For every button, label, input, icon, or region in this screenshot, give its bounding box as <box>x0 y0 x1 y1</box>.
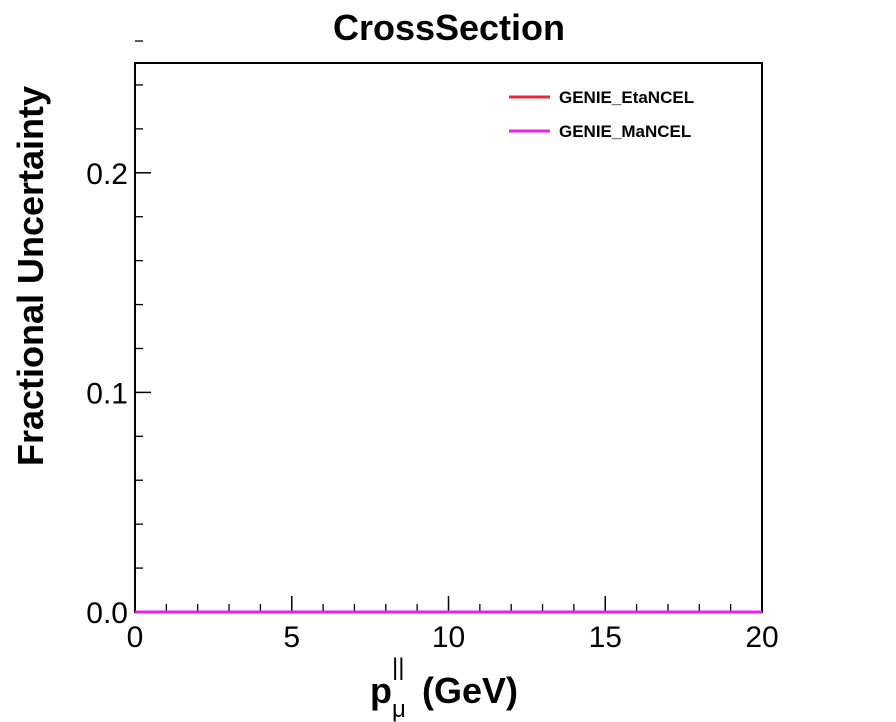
x-tick-label: 15 <box>589 621 622 654</box>
x-axis-label-unit: (GeV) <box>422 670 518 711</box>
y-tick-label: 0.2 <box>86 158 128 191</box>
x-axis-label-main: p <box>370 670 392 711</box>
x-tick-label: 5 <box>283 621 300 654</box>
x-axis-label-subscript: μ <box>392 696 406 722</box>
y-tick-label: 0.0 <box>86 597 128 630</box>
x-axis-label: p || μ (GeV) <box>370 654 518 722</box>
legend-label-1: GENIE_MaNCEL <box>559 122 691 141</box>
legend: GENIE_EtaNCEL GENIE_MaNCEL <box>509 88 694 141</box>
legend-label-0: GENIE_EtaNCEL <box>559 88 694 107</box>
y-axis-label: Fractional Uncertainty <box>10 86 51 466</box>
x-tick-label: 20 <box>745 621 778 654</box>
y-tick-label: 0.1 <box>86 377 128 410</box>
x-tick-label: 0 <box>127 621 144 654</box>
plot-frame <box>134 62 763 613</box>
x-axis-label-superscript: || <box>392 654 404 681</box>
x-tick-label: 10 <box>432 621 465 654</box>
major-ticks <box>134 172 763 613</box>
tick-labels: 0 5 10 15 20 0.0 0.1 0.2 <box>86 158 778 654</box>
chart-title: CrossSection <box>333 7 565 48</box>
